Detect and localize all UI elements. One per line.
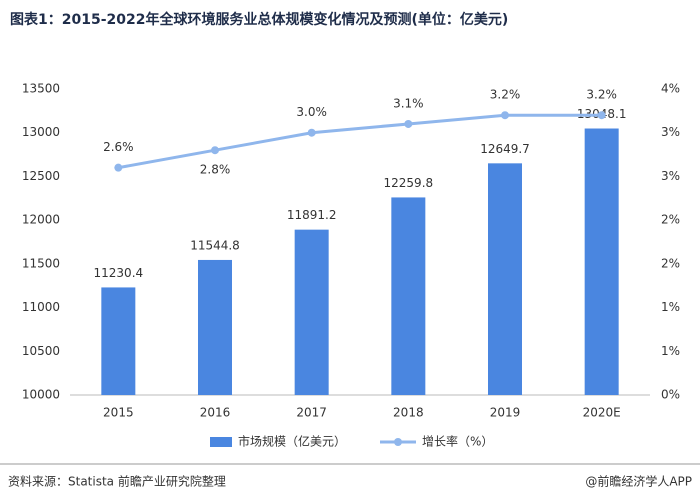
bar bbox=[198, 259, 232, 395]
y-tick-label: 10000 bbox=[22, 388, 60, 402]
y2-tick-label: 2% bbox=[661, 213, 680, 227]
line-value-label: 2.6% bbox=[103, 140, 134, 154]
line-marker bbox=[597, 111, 606, 120]
bar bbox=[101, 287, 136, 395]
y2-tick-label: 0% bbox=[661, 388, 680, 402]
line-marker bbox=[501, 111, 509, 120]
bar-value-label: 11230.4 bbox=[94, 266, 144, 280]
bar-value-label: 11891.2 bbox=[287, 208, 337, 222]
line-value-label: 3.1% bbox=[393, 96, 424, 110]
legend-label: 增长率（%） bbox=[422, 434, 493, 449]
y-tick-label: 12000 bbox=[22, 213, 60, 227]
bar bbox=[584, 128, 619, 395]
y2-tick-label: 3% bbox=[661, 125, 680, 139]
y-tick-label: 13500 bbox=[22, 82, 60, 96]
line-value-label: 3.0% bbox=[296, 105, 327, 119]
legend-label: 市场规模（亿美元） bbox=[238, 434, 346, 449]
y-tick-label: 12500 bbox=[22, 169, 60, 183]
line-value-label: 2.8% bbox=[200, 163, 231, 177]
source: 资料来源：Statista 前瞻产业研究院整理 bbox=[8, 474, 226, 489]
y2-tick-label: 3% bbox=[661, 169, 680, 183]
y2-tick-label: 1% bbox=[661, 300, 680, 314]
line-value-label: 3.2% bbox=[490, 88, 521, 102]
line-marker bbox=[404, 119, 413, 128]
y-tick-label: 13000 bbox=[22, 125, 60, 139]
x-tick-label: 2019 bbox=[490, 406, 521, 420]
y-tick-label: 11500 bbox=[22, 256, 60, 270]
y2-tick-label: 2% bbox=[661, 256, 680, 270]
line-marker bbox=[114, 163, 123, 172]
line-marker bbox=[211, 146, 219, 155]
y2-tick-label: 4% bbox=[661, 82, 680, 96]
bar bbox=[294, 229, 329, 395]
x-tick-label: 2020E bbox=[583, 406, 621, 420]
bar bbox=[391, 197, 426, 395]
line-value-label: 3.2% bbox=[586, 88, 617, 102]
y-tick-label: 10500 bbox=[22, 344, 60, 358]
y-tick-label: 11000 bbox=[22, 300, 60, 314]
bar bbox=[488, 163, 522, 395]
bar-value-label: 12649.7 bbox=[480, 142, 530, 156]
x-tick-label: 2018 bbox=[393, 406, 424, 420]
line bbox=[118, 113, 602, 170]
y2-tick-label: 1% bbox=[661, 344, 680, 358]
bar-value-label: 12259.8 bbox=[384, 176, 434, 190]
bar-value-label: 11544.8 bbox=[190, 238, 240, 252]
line-marker bbox=[307, 128, 316, 137]
x-tick-label: 2017 bbox=[296, 406, 327, 420]
x-tick-label: 2015 bbox=[103, 406, 134, 420]
x-tick-label: 2016 bbox=[200, 406, 231, 420]
legend-swatch bbox=[210, 437, 232, 447]
credit: @前瞻经济学人APP bbox=[585, 474, 692, 489]
legend-swatch bbox=[394, 438, 402, 446]
chart-title: 图表1：2015-2022年全球环境服务业总体规模变化情况及预测(单位：亿美元) bbox=[10, 11, 508, 28]
